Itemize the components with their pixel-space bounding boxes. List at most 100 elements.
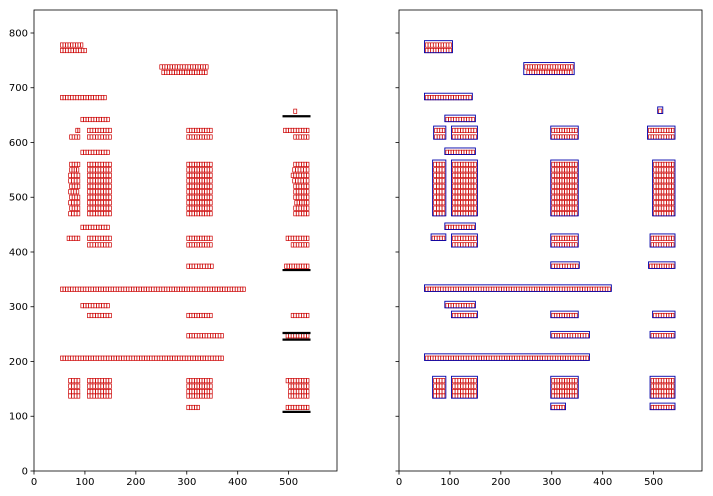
- char-box: [559, 167, 563, 173]
- char-box: [70, 286, 74, 292]
- char-box: [293, 383, 297, 389]
- char-box: [648, 134, 652, 140]
- char-box: [100, 200, 104, 206]
- char-box: [290, 127, 295, 133]
- char-box: [569, 393, 573, 399]
- char-box: [524, 64, 528, 70]
- char-box: [89, 183, 94, 189]
- char-box: [194, 205, 198, 211]
- char-box: [554, 286, 558, 292]
- char-box: [204, 189, 208, 195]
- char-box: [425, 42, 429, 48]
- char-box: [184, 69, 188, 75]
- char-box: [103, 127, 107, 133]
- char-box: [650, 235, 654, 241]
- char-box: [303, 178, 307, 184]
- char-box: [650, 389, 654, 395]
- char-box: [191, 178, 195, 184]
- char-box: [87, 286, 92, 292]
- char-box: [564, 242, 568, 248]
- char-box: [188, 378, 193, 384]
- char-box: [471, 149, 475, 155]
- char-box: [452, 167, 456, 173]
- char-box: [666, 393, 670, 399]
- char-box: [299, 200, 303, 206]
- char-box: [553, 134, 558, 140]
- char-box: [206, 242, 211, 248]
- char-box: [163, 286, 168, 292]
- char-box: [454, 242, 459, 248]
- char-box: [580, 333, 584, 339]
- char-box: [83, 116, 87, 123]
- char-box: [668, 235, 672, 241]
- char-box: [560, 355, 564, 361]
- char-box: [574, 286, 578, 292]
- char-box: [290, 312, 295, 319]
- char-box: [566, 389, 570, 395]
- char-box: [551, 211, 555, 217]
- char-box: [75, 42, 79, 48]
- char-box: [188, 242, 193, 248]
- char-box: [184, 64, 189, 70]
- char-box: [290, 235, 295, 241]
- char-box: [544, 286, 548, 292]
- char-box: [551, 389, 555, 395]
- char-box: [442, 355, 447, 361]
- char-box: [468, 286, 472, 292]
- char-box: [569, 211, 573, 217]
- char-box: [501, 286, 505, 292]
- char-box: [73, 389, 78, 395]
- char-box: [425, 95, 429, 101]
- char-box: [454, 393, 459, 399]
- char-box: [658, 194, 662, 200]
- char-box: [202, 263, 206, 269]
- char-box: [454, 178, 459, 184]
- char-box: [460, 200, 464, 206]
- char-box: [191, 189, 195, 195]
- char-box: [103, 161, 107, 167]
- char-box: [100, 95, 105, 101]
- char-box: [539, 355, 543, 361]
- char-box: [186, 263, 190, 269]
- char-box: [445, 95, 449, 101]
- char-box: [441, 178, 446, 184]
- char-box: [188, 312, 193, 319]
- char-box: [303, 242, 307, 248]
- char-box: [549, 286, 553, 292]
- char-box: [460, 172, 464, 178]
- char-box: [566, 69, 570, 75]
- char-box: [544, 64, 549, 70]
- char-box: [105, 194, 110, 200]
- char-box: [220, 333, 224, 339]
- char-box: [206, 194, 211, 200]
- char-box: [564, 235, 568, 241]
- char-box: [295, 404, 300, 411]
- char-box: [71, 383, 75, 389]
- char-box: [199, 235, 203, 241]
- char-box: [293, 183, 297, 189]
- char-box: [301, 134, 305, 140]
- char-box: [67, 355, 72, 361]
- char-box: [599, 286, 604, 292]
- char-box: [95, 127, 99, 133]
- char-box: [80, 286, 84, 292]
- char-box: [572, 333, 576, 339]
- char-box: [100, 211, 104, 217]
- char-box: [457, 178, 461, 184]
- char-box: [199, 312, 203, 319]
- char-box: [526, 64, 531, 70]
- char-box: [448, 303, 452, 309]
- char-box: [577, 333, 581, 339]
- char-box: [196, 286, 201, 292]
- char-box: [204, 383, 208, 389]
- char-box: [293, 194, 297, 200]
- char-box: [551, 235, 555, 241]
- char-box: [441, 134, 446, 140]
- char-box: [196, 189, 200, 195]
- char-box: [460, 286, 464, 292]
- char-box: [103, 224, 108, 230]
- char-box: [194, 378, 198, 384]
- char-box: [521, 286, 525, 292]
- char-box: [75, 47, 80, 54]
- char-box: [462, 235, 467, 241]
